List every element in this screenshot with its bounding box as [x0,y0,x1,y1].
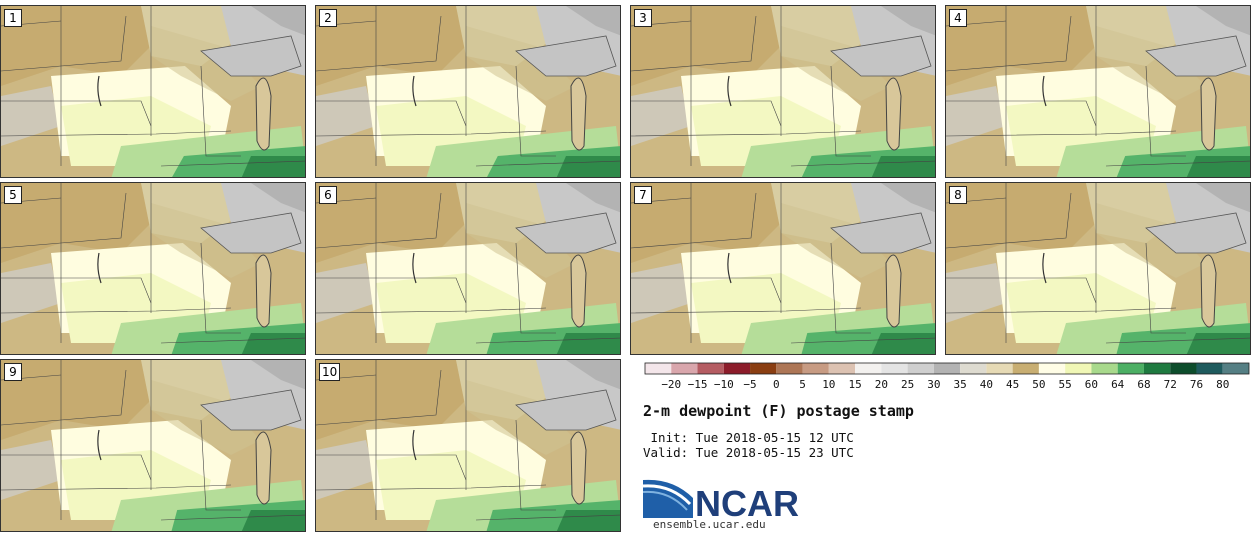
colorbar-swatch [907,363,934,374]
colorbar-tick-label: 0 [773,378,780,391]
map-panel-5: 5 [0,182,306,355]
panel-label: 5 [4,186,22,204]
dewpoint-map [316,6,620,177]
colorbar-swatch [1170,363,1197,374]
dewpoint-map [946,6,1250,177]
colorbar-tick-label: 15 [848,378,861,391]
colorbar-swatch [881,363,908,374]
colorbar-tick-label: 76 [1190,378,1203,391]
colorbar-tick-label: 40 [980,378,993,391]
map-panel-1: 1 [0,5,306,178]
colorbar-tick-label: 5 [799,378,806,391]
logo-url: ensemble.ucar.edu [653,518,766,531]
init-time: Init: Tue 2018-05-15 12 UTC [643,430,854,445]
map-panel-8: 8 [945,182,1251,355]
colorbar-swatch [750,363,777,374]
map-panel-2: 2 [315,5,621,178]
colorbar-tick-label: 72 [1164,378,1177,391]
colorbar-swatch [1222,363,1249,374]
colorbar-tick-label: 50 [1032,378,1045,391]
colorbar-tick-label: 68 [1137,378,1150,391]
colorbar-swatch [1012,363,1039,374]
colorbar-swatch [986,363,1013,374]
colorbar-tick-label: 55 [1059,378,1072,391]
dewpoint-map [631,183,935,354]
colorbar-swatch [802,363,829,374]
dewpoint-map [1,6,305,177]
dewpoint-map [631,6,935,177]
dewpoint-map [1,360,305,531]
map-panel-7: 7 [630,182,936,355]
map-panel-10: 10 [315,359,621,532]
colorbar-tick-label: −10 [714,378,734,391]
panel-label: 8 [949,186,967,204]
colorbar-border [644,362,1250,375]
colorbar-swatch [828,363,856,374]
colorbar-swatch [723,363,751,374]
colorbar-tick-label: 30 [927,378,940,391]
panel-label: 1 [4,9,22,27]
panel-label: 10 [319,363,341,381]
colorbar-swatch [1065,363,1092,374]
colorbar-swatch [645,363,672,374]
chart-title: 2-m dewpoint (F) postage stamp [643,402,914,420]
dewpoint-map [316,183,620,354]
colorbar-tick-label: 10 [822,378,835,391]
colorbar-tick-label: −20 [661,378,681,391]
panel-label: 7 [634,186,652,204]
panel-label: 2 [319,9,337,27]
map-panel-6: 6 [315,182,621,355]
colorbar-swatch [933,363,961,374]
colorbar-swatch [1117,363,1144,374]
colorbar-tick-label: −15 [688,378,708,391]
colorbar-tick-label: −5 [743,378,756,391]
colorbar-tick-label: 64 [1111,378,1125,391]
panel-label: 3 [634,9,652,27]
colorbar-swatch [1143,363,1171,374]
colorbar-swatch [1196,363,1223,374]
colorbar-swatch [671,363,698,374]
colorbar-swatch [855,363,882,374]
colorbar-tick-label: 45 [1006,378,1019,391]
map-panel-4: 4 [945,5,1251,178]
ncar-logo: NCAR [643,479,799,518]
dewpoint-map [1,183,305,354]
dewpoint-map [946,183,1250,354]
colorbar-tick-label: 25 [901,378,914,391]
colorbar-swatch [960,363,987,374]
colorbar-swatch [697,363,724,374]
panel-label: 9 [4,363,22,381]
map-panel-3: 3 [630,5,936,178]
logo-wordmark: NCAR [695,483,799,518]
colorbar-swatch [776,363,803,374]
colorbar-tick-label: 80 [1216,378,1229,391]
panel-label: 6 [319,186,337,204]
colorbar-tick-label: 60 [1085,378,1098,391]
colorbar-swatch [1091,363,1118,374]
colorbar-tick-label: 35 [954,378,967,391]
colorbar-swatch [1038,363,1066,374]
dewpoint-map [316,360,620,531]
colorbar-tick-label: 20 [875,378,888,391]
panel-label: 4 [949,9,967,27]
colorbar-legend: −20 −15 −10 −5 0 5 10 15 20 25 30 35 40 45 50 55 60 64 68 7… [644,362,1250,391]
map-panel-9: 9 [0,359,306,532]
valid-time: Valid: Tue 2018-05-15 23 UTC [643,445,854,460]
